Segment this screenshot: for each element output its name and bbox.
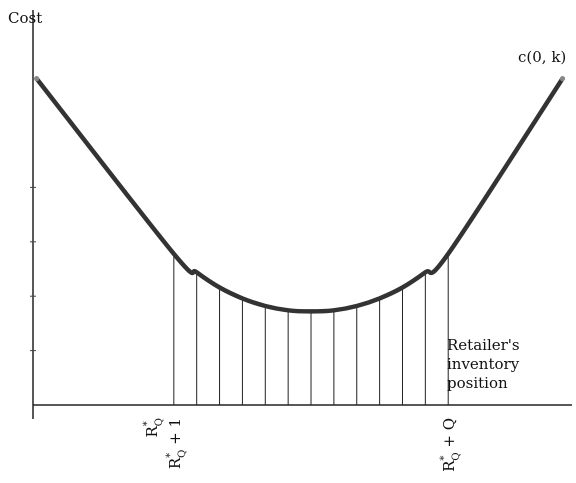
curve-endpoints — [34, 76, 566, 82]
x-tick-label-sup-0: * — [142, 421, 153, 426]
x-tick-label-1: R*Q + 1 — [165, 418, 188, 469]
x-tick-label-sub-2: Q — [451, 452, 462, 460]
x-tick-label-text-2: R*Q + Q — [439, 418, 462, 472]
x-tick-label-suffix-2: + Q — [440, 418, 458, 452]
x-tick-label-sub-1: Q — [177, 450, 188, 458]
x-axis-label-line-3: position — [447, 374, 508, 392]
x-tick-label-sup-1: * — [165, 453, 176, 458]
x-tick-label-base-1: R — [166, 457, 184, 469]
x-tick-label-sup-2: * — [439, 456, 450, 461]
axes — [30, 10, 572, 419]
x-tick-label-0: R*Q — [142, 418, 165, 438]
curve-label: c(0, k) — [518, 48, 566, 66]
x-tick-label-suffix-1: + 1 — [166, 418, 184, 450]
x-axis-label-line-1: Retailer's — [447, 336, 520, 354]
x-tick-label-base-2: R — [440, 460, 458, 472]
x-tick-label-base-0: R — [143, 426, 161, 438]
x-axis-label-line-2: inventory — [447, 355, 520, 373]
x-tick-label-sub-0: Q — [154, 418, 165, 426]
curve-endpoint-1 — [559, 76, 566, 82]
cost-curve — [34, 76, 565, 314]
x-tick-label-text-1: R*Q + 1 — [165, 418, 188, 469]
x-axis-label: Retailer's inventory position — [447, 336, 520, 392]
x-tick-labels: R*QR*Q + 1R*Q + Q — [142, 418, 462, 472]
y-axis-label: Cost — [8, 9, 42, 27]
drop-lines — [173, 253, 449, 405]
x-tick-label-2: R*Q + Q — [439, 418, 462, 472]
curve-endpoint-0 — [34, 76, 40, 82]
x-tick-label-text-0: R*Q — [142, 418, 165, 438]
